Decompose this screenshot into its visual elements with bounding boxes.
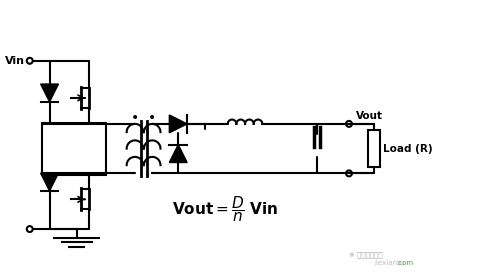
Text: Vout: Vout [356,111,384,122]
Polygon shape [40,173,58,191]
Text: .com: .com [396,260,413,266]
Text: $\mathbf{Vout} = \dfrac{D}{n}\ \mathbf{Vin}$: $\mathbf{Vout} = \dfrac{D}{n}\ \mathbf{V… [172,194,279,224]
Text: •: • [131,111,139,125]
Text: Load (R): Load (R) [382,144,432,154]
Polygon shape [170,115,187,133]
Bar [368,130,380,167]
Polygon shape [40,84,58,102]
Polygon shape [170,145,187,163]
Text: Vin: Vin [5,56,25,66]
Text: jiexiantu: jiexiantu [374,260,404,266]
Text: •: • [148,111,156,125]
Text: ※ 模块电子社区: ※ 模块电子社区 [349,251,382,258]
